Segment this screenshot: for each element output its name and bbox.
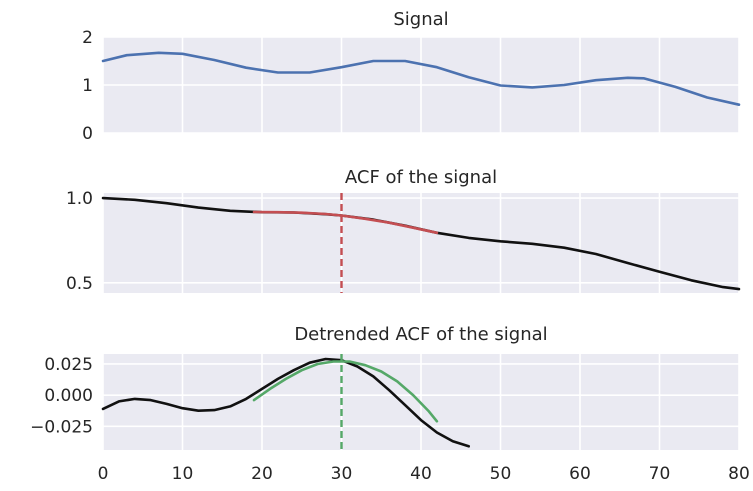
series-line-1 <box>101 51 741 106</box>
x-tick-label: 60 <box>569 464 591 484</box>
x-tick-label: 80 <box>728 464 750 484</box>
x-tick-label: 10 <box>172 464 194 484</box>
panel-title: Signal <box>393 9 448 30</box>
x-tick-label: 40 <box>410 464 432 484</box>
x-tick-label: 20 <box>251 464 273 484</box>
y-tick-label: 0.5 <box>66 274 93 294</box>
x-tick-label: 0 <box>98 464 109 484</box>
y-tick-label: 1 <box>82 76 93 96</box>
series-line-2 <box>252 360 439 423</box>
panel-1: 0 1 2 Signal <box>82 9 741 144</box>
panel-title: Detrended ACF of the signal <box>294 324 547 345</box>
panel-title: ACF of the signal <box>345 167 497 188</box>
y-tick-label: 1.0 <box>66 189 93 209</box>
y-tick-label: 2 <box>82 28 93 48</box>
y-tick-label: 0.025 <box>44 355 93 375</box>
x-tick-label: 50 <box>490 464 512 484</box>
y-tick-label: 0.000 <box>44 386 93 406</box>
x-tick-label: 30 <box>331 464 353 484</box>
panel-3: 0.025 0.000 −0.025 0 10 20 30 40 50 60 70 80 Detrend… <box>30 324 750 484</box>
y-tick-label: 0 <box>82 124 93 144</box>
y-tick-label: −0.025 <box>30 417 93 437</box>
series-line-1 <box>101 357 471 448</box>
panel-2: 0.5 1.0 ACF of the signal <box>66 167 741 294</box>
x-tick-label: 70 <box>649 464 671 484</box>
